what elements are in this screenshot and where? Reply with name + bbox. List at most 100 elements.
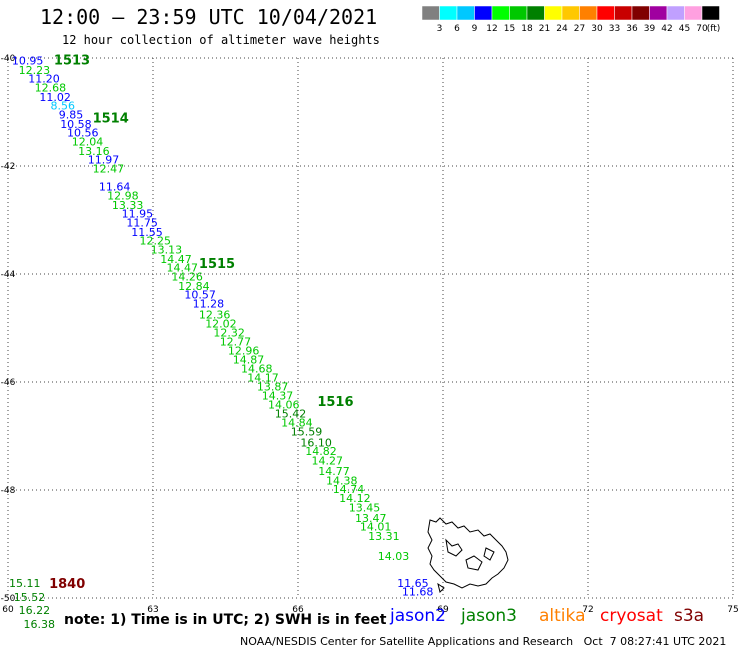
wave-height-value: 11.28 [193,298,225,311]
kerguelen-island-outline [427,517,509,593]
colorbar-label: 30 [591,24,603,34]
satellite-legend-jason3: jason3 [461,606,517,626]
colorbar-swatch [439,5,458,21]
y-tick-label: -44 [1,270,16,280]
colorbar-label: 15 [504,24,515,34]
wave-height-value: 13.31 [368,530,400,543]
colorbar-label: 3 [437,24,443,34]
colorbar-swatch [649,5,668,21]
wave-height-value: 11.64 [99,181,131,194]
colorbar-swatch [579,5,598,21]
colorbar-label: 6 [454,24,460,34]
grid [7,57,734,599]
wave-height-value: 11.75 [126,217,157,230]
wave-height-value: 13.13 [151,244,183,257]
wave-height-value: 11.55 [131,226,163,239]
wave-height-value: 13.16 [78,145,110,158]
wave-height-value: 14.87 [233,353,265,366]
wave-height-value: 14.06 [268,399,300,412]
wave-height-value: 16.10 [300,436,332,449]
colorbar-label: 27 [574,24,585,34]
colorbar-swatch [631,5,650,21]
wave-height-value: 12.32 [213,326,245,339]
wave-height-value: 11.97 [88,154,120,167]
wave-height-value: 12.84 [178,280,210,293]
colorbar-label: 33 [609,24,620,34]
x-tick-label: 75 [727,605,738,615]
wave-height-value: 11.95 [122,208,154,221]
wave-height-value: 13.47 [355,512,387,525]
wave-height-value: 12.23 [19,64,50,77]
wave-height-value: 15.52 [14,591,46,604]
wave-height-value: 12.02 [205,318,237,331]
wave-height-value: 15.11 [9,577,41,590]
colorbar: 3 6 9 12 15 18 21 24 27 30 33 36 39 42 45 70(ft) [421,5,721,34]
colorbar-swatch [666,5,685,21]
x-tick-label: 66 [292,605,304,615]
wave-height-value: 14.38 [326,474,358,487]
chart-subtitle: 12 hour collection of altimeter wave hei… [62,33,380,47]
wave-height-value: 14.82 [305,445,337,458]
colorbar-label: 21 [539,24,550,34]
colorbar-label: 24 [556,24,568,34]
wave-height-value: 13.33 [112,199,143,212]
colorbar-swatch [596,5,615,21]
colorbar-swatch [544,5,563,21]
wave-height-value: 11.68 [402,586,434,599]
wave-height-value: 15.42 [275,407,307,420]
footer-note: note: 1) Time is in UTC; 2) SWH is in fe… [64,612,387,628]
wave-height-value: 9.85 [59,109,84,122]
wave-height-value: 14.68 [241,363,273,376]
wave-height-value: 12.36 [199,309,231,322]
wave-height-value: 12.68 [35,82,66,95]
colorbar-unit: (ft) [707,24,721,34]
wave-height-value: 14.01 [360,521,392,534]
wave-height-value: 8.56 [51,100,76,113]
colorbar-label: 70 [696,24,708,34]
wave-height-value: 13.87 [257,380,289,393]
wave-height-value: 11.02 [39,91,71,104]
y-tick-label: -48 [1,486,16,496]
wave-height-value: 12.98 [107,190,139,203]
pass-time-label: 1513 [54,54,90,69]
wave-height-value: 14.47 [160,253,192,266]
wave-height-value: 14.26 [171,271,203,284]
colorbar-swatch [614,5,633,21]
footer-credit: NOAA/NESDIS Center for Satellite Applica… [240,635,727,648]
satellite-legend-altika: altika [539,606,586,626]
wave-height-value: 14.77 [318,465,350,478]
wave-height-value: 14.27 [312,454,344,467]
pass-time-label: 1840 [49,577,85,592]
y-tick-label: -46 [1,378,16,388]
colorbar-swatch [491,5,510,21]
colorbar-swatch [684,5,703,21]
x-tick-label: 60 [2,605,14,615]
x-tick-label: 72 [582,605,593,615]
colorbar-label: 12 [486,24,497,34]
colorbar-swatch [421,5,440,21]
colorbar-label: 42 [661,24,672,34]
colorbar-label: 39 [644,24,656,34]
colorbar-swatch [509,5,528,21]
wave-height-value: 11.65 [397,577,429,590]
x-tick-label: 63 [147,605,158,615]
wave-height-value: 11.20 [28,73,60,86]
wave-height-points: 10.9512.2311.2012.6811.028.569.8510.5810… [9,55,433,631]
wave-height-value: 12.96 [228,345,260,358]
y-tick-label: -42 [1,162,16,172]
colorbar-swatch [561,5,580,21]
satellite-legend-s3a: s3a [674,606,705,626]
chart-title: 12:00 – 23:59 UTC 10/04/2021 [40,5,378,29]
wave-height-value: 14.37 [262,390,294,403]
wave-height-value: 14.84 [281,417,313,430]
wave-height-value: 15.59 [291,426,323,439]
wave-height-value: 10.56 [67,127,99,140]
wave-height-value: 16.38 [23,618,55,631]
wave-height-value: 12.04 [72,136,104,149]
wave-height-value: 14.74 [333,483,365,496]
colorbar-label: 36 [626,24,638,34]
colorbar-label: 18 [521,24,533,34]
wave-height-value: 14.12 [339,492,371,505]
y-tick-label: -40 [1,54,16,64]
